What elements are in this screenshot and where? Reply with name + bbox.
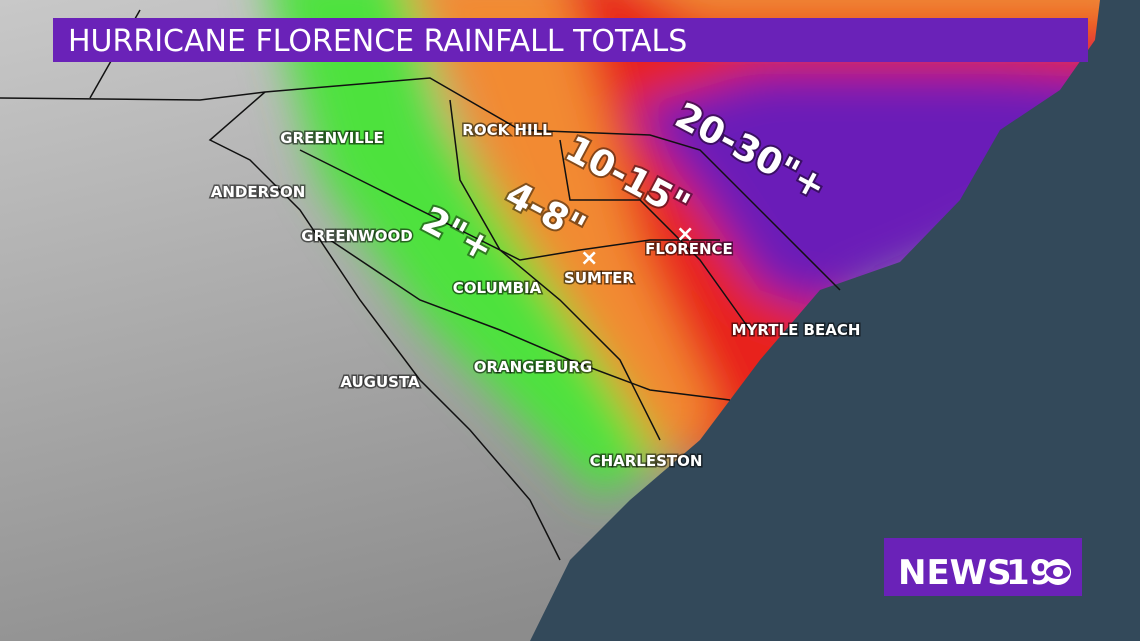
sumter-marker: × [580,246,598,271]
city-label: GREENVILLE [280,129,383,147]
city-label: SUMTER [564,269,634,287]
city-label: FLORENCE [645,240,733,258]
band-green [270,0,660,500]
city-label: GREENWOOD [301,227,412,245]
city-label: CHARLESTON [590,452,703,470]
band-orange [414,0,720,470]
borders [0,9,841,561]
markers: × × [580,222,694,271]
city-label: AUGUSTA [340,373,420,391]
logo-name: NEWS [898,553,1012,593]
band-orange-north [666,0,1140,20]
florence-marker: × [676,222,694,247]
city-label: ROCK HILL [462,121,552,139]
cbs-eye [1045,559,1071,585]
title: HURRICANE FLORENCE RAINFALL TOTALS [68,24,687,59]
city-label: ANDERSON [211,183,306,201]
ocean [530,0,1140,641]
title-bar [53,18,1088,62]
city-label: COLUMBIA [453,279,542,297]
city-label: ORANGEBURG [474,358,593,376]
city-label: MYRTLE BEACH [732,321,861,339]
